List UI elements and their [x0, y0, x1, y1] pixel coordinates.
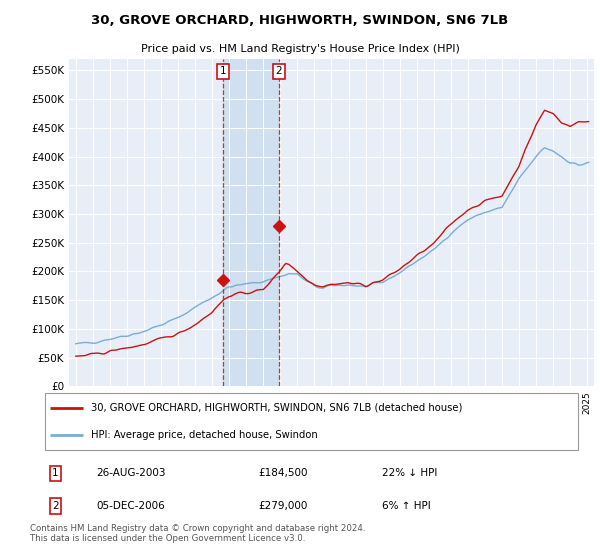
- Text: 05-DEC-2006: 05-DEC-2006: [96, 501, 165, 511]
- Text: HPI: Average price, detached house, Swindon: HPI: Average price, detached house, Swin…: [91, 430, 317, 440]
- Text: 30, GROVE ORCHARD, HIGHWORTH, SWINDON, SN6 7LB (detached house): 30, GROVE ORCHARD, HIGHWORTH, SWINDON, S…: [91, 403, 462, 413]
- Text: Price paid vs. HM Land Registry's House Price Index (HPI): Price paid vs. HM Land Registry's House …: [140, 44, 460, 54]
- Text: 2: 2: [52, 501, 59, 511]
- Text: £184,500: £184,500: [258, 468, 308, 478]
- Text: £279,000: £279,000: [258, 501, 307, 511]
- Text: 1: 1: [52, 468, 59, 478]
- Text: 1: 1: [220, 67, 227, 77]
- Text: 22% ↓ HPI: 22% ↓ HPI: [382, 468, 437, 478]
- FancyBboxPatch shape: [45, 393, 578, 450]
- Text: 6% ↑ HPI: 6% ↑ HPI: [382, 501, 431, 511]
- Text: 30, GROVE ORCHARD, HIGHWORTH, SWINDON, SN6 7LB: 30, GROVE ORCHARD, HIGHWORTH, SWINDON, S…: [91, 14, 509, 27]
- Bar: [223, 59, 279, 386]
- Text: 2: 2: [275, 67, 283, 77]
- Text: Contains HM Land Registry data © Crown copyright and database right 2024.
This d: Contains HM Land Registry data © Crown c…: [30, 524, 365, 543]
- Text: 26-AUG-2003: 26-AUG-2003: [96, 468, 166, 478]
